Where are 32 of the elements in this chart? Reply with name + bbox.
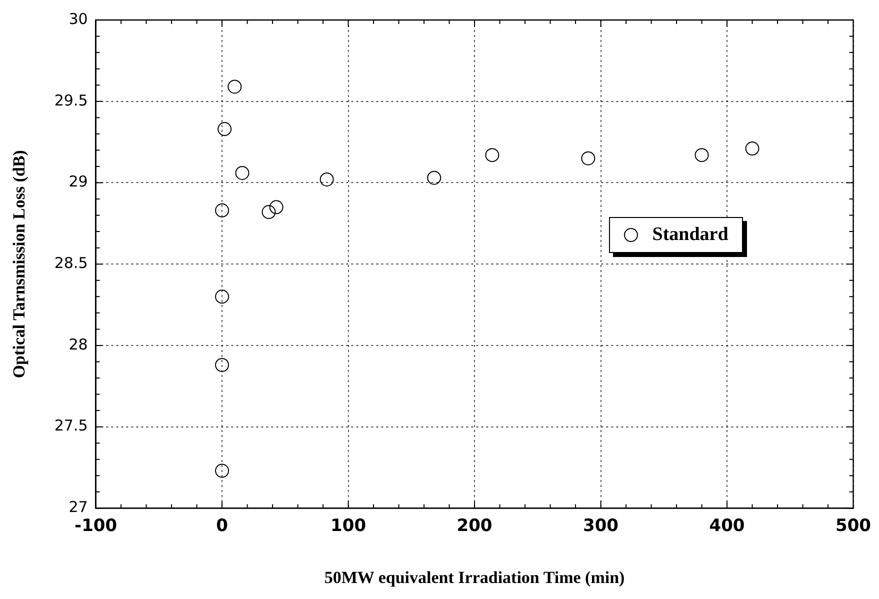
x-tick-label: 200 bbox=[456, 516, 492, 536]
point bbox=[215, 203, 230, 218]
x-tick-label: 400 bbox=[709, 516, 745, 536]
x-tick-label: -100 bbox=[74, 516, 118, 536]
x-axis-title: 50MW equivalent Irradiation Time (min) bbox=[324, 568, 625, 588]
point bbox=[694, 148, 709, 162]
point bbox=[235, 166, 250, 180]
point bbox=[269, 200, 284, 214]
point bbox=[485, 148, 500, 162]
point bbox=[581, 151, 596, 166]
y-tick-label: 27 bbox=[68, 498, 88, 516]
y-tick-label: 27.5 bbox=[54, 416, 88, 435]
point bbox=[745, 142, 760, 156]
point bbox=[215, 464, 230, 478]
point bbox=[320, 172, 334, 186]
y-tick-label: 28.5 bbox=[54, 254, 88, 272]
x-tick-label: 100 bbox=[330, 516, 366, 536]
point bbox=[218, 122, 232, 136]
y-tick-label: 28 bbox=[68, 335, 88, 354]
legend-label: Standard bbox=[652, 224, 728, 246]
point bbox=[228, 80, 242, 94]
x-tick-label: 0 bbox=[216, 516, 228, 536]
point bbox=[427, 170, 442, 185]
point bbox=[262, 205, 276, 220]
y-tick-label: 29 bbox=[68, 172, 88, 191]
point bbox=[215, 358, 230, 372]
y-axis-title: Optical Tarnsmission Loss (dB) bbox=[10, 150, 29, 378]
x-tick-label: 300 bbox=[583, 516, 619, 536]
x-tick-label: 500 bbox=[836, 516, 872, 536]
y-tick-label: 29.5 bbox=[54, 91, 88, 110]
point bbox=[215, 290, 230, 304]
y-tick-label: 30 bbox=[68, 10, 88, 28]
